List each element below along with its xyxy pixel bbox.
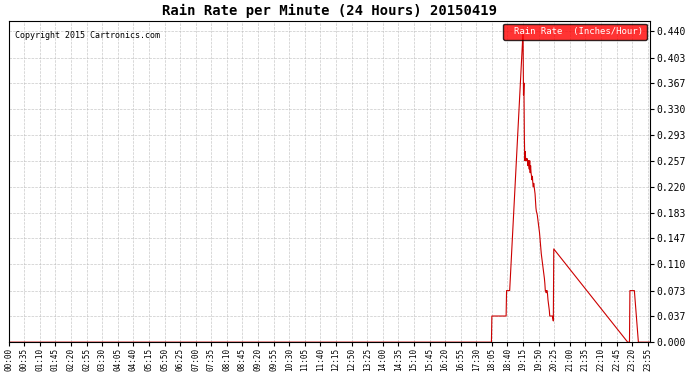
Text: Copyright 2015 Cartronics.com: Copyright 2015 Cartronics.com	[15, 30, 160, 39]
Legend: Rain Rate  (Inches/Hour): Rain Rate (Inches/Hour)	[504, 24, 647, 40]
Title: Rain Rate per Minute (24 Hours) 20150419: Rain Rate per Minute (24 Hours) 20150419	[161, 4, 497, 18]
